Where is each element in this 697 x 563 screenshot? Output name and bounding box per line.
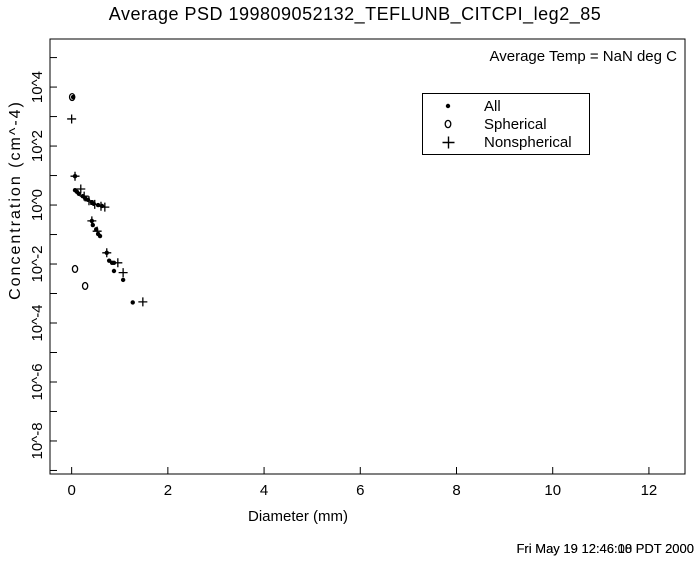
data-point-all	[97, 233, 103, 239]
timestamp-overprint: Fri May 19 12:46:10 PDT 2000	[516, 541, 694, 556]
x-tick-label: 10	[544, 482, 561, 499]
data-point-nonspherical	[90, 199, 100, 209]
legend-item-label: Nonspherical	[484, 133, 572, 151]
circle-marker-icon	[423, 118, 473, 130]
data-point-all	[76, 191, 82, 197]
legend-item-spherical: Spherical	[423, 115, 589, 133]
legend-item-label: All	[484, 97, 501, 115]
data-point-spherical	[68, 92, 76, 102]
data-point-nonspherical	[138, 297, 148, 307]
legend-item-all: All	[423, 97, 589, 115]
x-tick-label: 12	[641, 482, 658, 499]
data-point-nonspherical	[79, 191, 89, 201]
avg-temp-annotation: Average Temp = NaN deg C	[489, 48, 677, 65]
y-tick-label: 10^-6	[29, 363, 46, 400]
dot-marker-icon	[423, 100, 473, 112]
x-tick-label: 0	[67, 482, 75, 499]
data-point-all	[130, 300, 135, 305]
timestamp: Fri May 19 12:46:08 PDT 2000	[516, 541, 694, 556]
data-point-nonspherical	[70, 171, 80, 181]
data-point-spherical	[81, 281, 89, 291]
data-point-spherical	[71, 264, 79, 274]
x-tick-label: 2	[164, 482, 172, 499]
plus-marker-icon	[423, 136, 473, 149]
y-tick-label: 10^-4	[29, 304, 46, 341]
data-point-nonspherical	[67, 114, 77, 124]
data-point-all	[111, 268, 117, 274]
x-axis-label: Diameter (mm)	[248, 508, 348, 525]
data-point-nonspherical	[76, 184, 86, 194]
data-point-nonspherical	[118, 268, 128, 278]
data-point-nonspherical	[113, 258, 123, 268]
plot-title: Average PSD 199809052132_TEFLUNB_CITCPI_…	[108, 4, 602, 24]
x-tick-label: 4	[260, 482, 268, 499]
data-point-all	[120, 277, 126, 283]
y-axis-label: Concentration (cm^-4)	[7, 100, 24, 300]
y-tick-label: 10^2	[29, 130, 46, 162]
data-point-nonspherical	[92, 226, 102, 236]
data-point-nonspherical	[100, 202, 110, 212]
legend-item-label: Spherical	[484, 115, 547, 133]
legend-item-nonspherical: Nonspherical	[423, 133, 589, 151]
x-tick-label: 8	[452, 482, 460, 499]
x-tick-label: 6	[356, 482, 364, 499]
y-tick-label: 10^-2	[29, 245, 46, 282]
y-tick-label: 10^0	[29, 189, 46, 221]
y-tick-label: 10^4	[29, 71, 46, 103]
y-tick-label: 10^-8	[29, 422, 46, 459]
data-point-nonspherical	[87, 216, 97, 226]
data-point-nonspherical	[96, 201, 106, 211]
data-point-nonspherical	[84, 196, 94, 206]
legend-box: All Spherical Nonspherical	[422, 93, 590, 155]
data-point-nonspherical	[102, 248, 112, 258]
plot-frame	[49, 38, 686, 475]
